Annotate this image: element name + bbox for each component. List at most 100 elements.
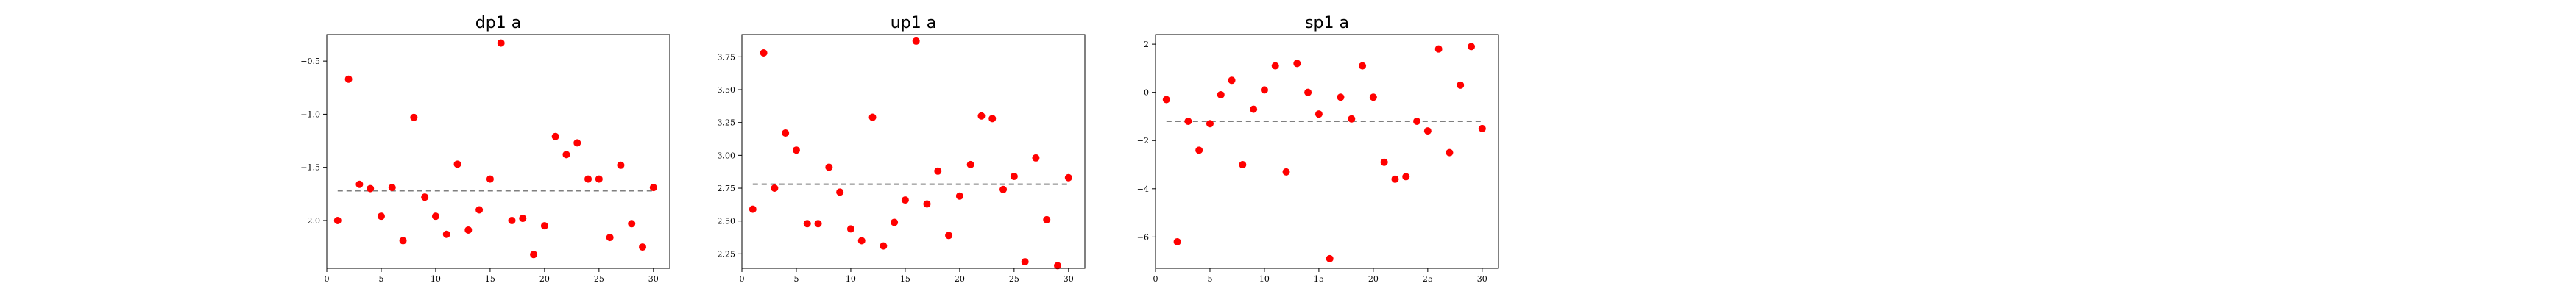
data-point (923, 200, 931, 208)
data-point (1304, 88, 1312, 96)
x-tick-label: 10 (846, 274, 856, 284)
data-point (1162, 96, 1170, 104)
data-point (1184, 118, 1192, 126)
data-point (519, 215, 527, 223)
data-point (562, 151, 570, 159)
data-point (442, 230, 450, 238)
x-tick-label: 20 (1368, 274, 1379, 284)
y-tick-label: −2 (1137, 136, 1149, 146)
data-point (868, 113, 877, 121)
data-point (649, 184, 657, 192)
subplot-dp1-a: dp1 a 0 5 10 15 20 25 30 −2.0 −1.5 −1.0 −0.5 (300, 14, 670, 284)
x-tick-label: 5 (378, 274, 383, 284)
x-tick-label: 15 (1314, 274, 1324, 284)
data-point (1043, 215, 1051, 223)
data-point (1314, 110, 1323, 118)
tick-layer: 0 5 10 15 20 25 30 2.25 2.50 2.75 3.00 3.25 3.50 3.75 (718, 52, 1074, 284)
x-tick-label: 0 (1153, 274, 1158, 284)
data-point (377, 212, 385, 220)
data-point (792, 146, 800, 154)
data-point (1369, 93, 1377, 101)
data-point (749, 205, 757, 213)
x-tick-label: 15 (900, 274, 910, 284)
y-tick-label: 2.25 (718, 249, 736, 259)
x-tick-label: 10 (431, 274, 441, 284)
data-point (825, 163, 833, 171)
x-tick-label: 25 (1009, 274, 1019, 284)
data-point (1271, 62, 1279, 70)
data-point (1239, 161, 1247, 169)
data-point (1010, 172, 1018, 180)
data-point (1260, 86, 1268, 94)
data-point (966, 160, 974, 168)
y-tick-label: 3.25 (718, 118, 736, 128)
data-point (540, 222, 548, 230)
data-point (508, 216, 516, 224)
data-point (1173, 237, 1181, 245)
data-point (977, 112, 986, 120)
data-point (551, 132, 559, 140)
data-point (606, 234, 614, 242)
y-tick-label: 2 (1144, 40, 1149, 49)
data-point (464, 226, 473, 234)
data-point (584, 175, 592, 183)
data-points-layer (749, 37, 1072, 270)
data-point (1054, 262, 1062, 270)
y-tick-label: −2.0 (300, 216, 320, 226)
plot-frame (326, 34, 670, 269)
data-point (846, 225, 854, 233)
data-point (945, 232, 953, 240)
data-point (1446, 148, 1454, 157)
data-point (1282, 168, 1290, 176)
plot-frame (1155, 34, 1499, 269)
data-point (1228, 76, 1236, 85)
x-tick-label: 25 (1423, 274, 1433, 284)
x-tick-label: 20 (955, 274, 965, 284)
data-point (497, 39, 505, 47)
x-tick-label: 25 (594, 274, 604, 284)
data-point (475, 206, 484, 214)
data-point (1413, 118, 1421, 126)
y-tick-label: 3.50 (718, 85, 736, 95)
data-point (1206, 120, 1214, 128)
x-tick-label: 30 (1064, 274, 1074, 284)
x-tick-label: 5 (793, 274, 799, 284)
data-point (1250, 105, 1258, 113)
data-points-layer (1162, 43, 1486, 262)
data-point (399, 237, 407, 245)
x-tick-label: 0 (740, 274, 745, 284)
x-tick-label: 20 (539, 274, 550, 284)
data-point (639, 243, 647, 251)
data-point (617, 161, 625, 169)
data-point (1434, 45, 1443, 53)
data-point (421, 193, 429, 201)
y-tick-label: 2.50 (718, 217, 736, 226)
x-tick-label: 30 (648, 274, 659, 284)
data-point (880, 242, 888, 250)
data-point (431, 212, 439, 220)
data-point (530, 251, 538, 259)
data-point (771, 184, 779, 193)
y-tick-label: 3.00 (718, 151, 736, 160)
data-point (1380, 158, 1388, 166)
data-points-layer (333, 39, 657, 259)
data-point (955, 192, 963, 200)
data-point (1293, 60, 1301, 68)
data-point (1468, 43, 1476, 51)
data-point (1217, 90, 1225, 98)
data-point (1391, 175, 1399, 183)
data-point (453, 160, 461, 168)
data-point (901, 196, 909, 204)
tick-layer: 0 5 10 15 20 25 30 −2.0 −1.5 −1.0 −0.5 (300, 57, 659, 284)
panel-title: up1 a (891, 14, 936, 32)
y-tick-label: −0.5 (300, 57, 320, 66)
data-point (836, 188, 844, 196)
data-point (1348, 115, 1356, 123)
subplot-up1-a: up1 a 0 5 10 15 20 25 30 2.25 2.50 2.75 3.00 3.25 3.… (718, 14, 1086, 284)
tick-layer: 0 5 10 15 20 25 30 −6 −4 −2 0 2 (1137, 40, 1487, 284)
data-point (1478, 124, 1486, 132)
data-point (1064, 173, 1072, 182)
x-tick-label: 30 (1477, 274, 1487, 284)
data-point (934, 167, 942, 175)
